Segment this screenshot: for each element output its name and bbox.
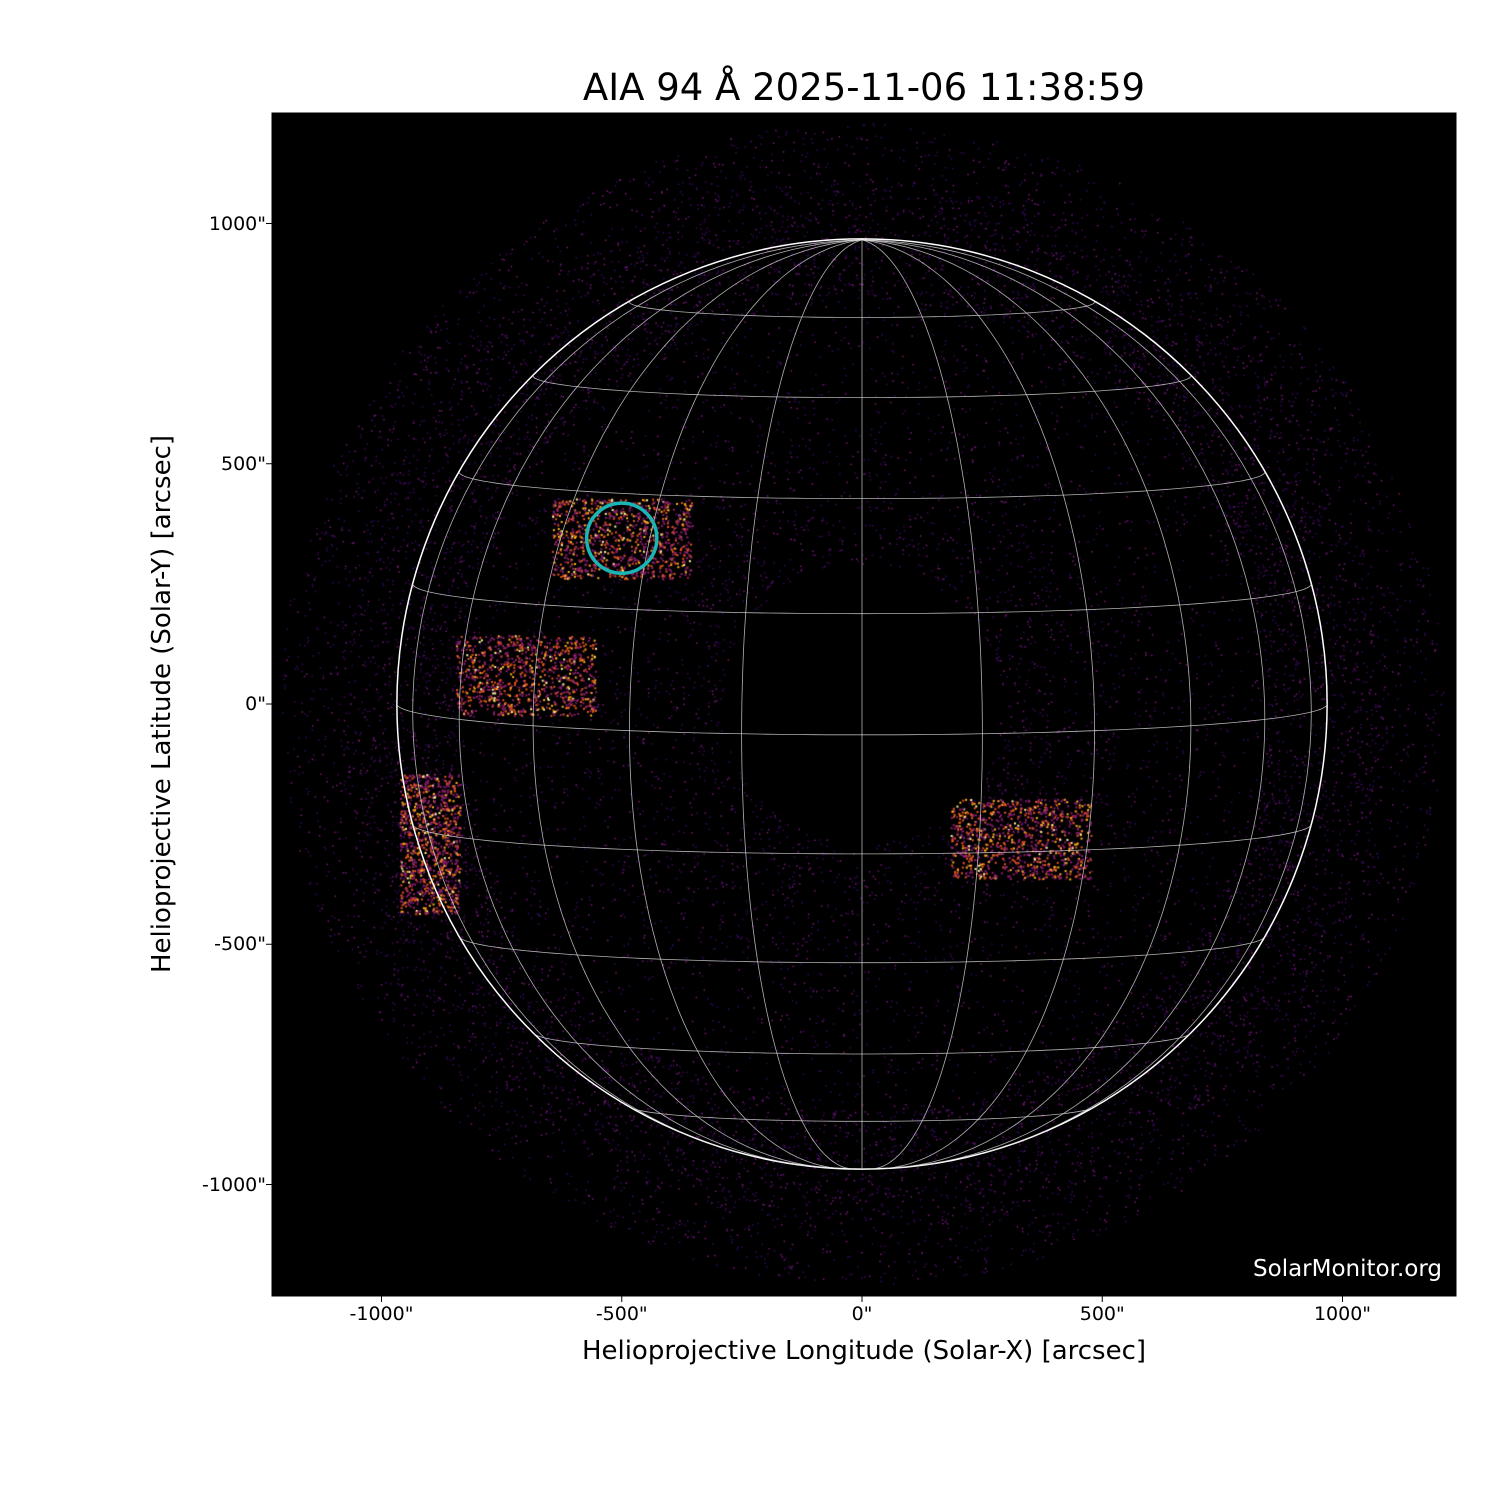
longitude-line	[458, 239, 863, 1167]
longitude-line	[861, 239, 1312, 1153]
y-tick-label: 500"	[220, 452, 266, 475]
x-tick-label: -500"	[595, 1303, 648, 1325]
longitude-line	[741, 239, 863, 1170]
longitude-line	[861, 239, 1266, 1167]
x-tick-label: 500"	[1079, 1303, 1125, 1325]
y-tick-label: -1000"	[202, 1173, 266, 1196]
axes-frame	[271, 112, 1457, 1297]
x-tick-label: 0"	[851, 1303, 873, 1325]
longitude-line	[532, 239, 863, 1169]
x-axis-label: Helioprojective Longitude (Solar-X) [arc…	[581, 1336, 1147, 1366]
solar-limb	[396, 238, 1328, 1170]
watermark: SolarMonitor.org	[1253, 1256, 1442, 1282]
x-tick-label: -1000"	[349, 1303, 414, 1325]
longitude-line	[861, 239, 1192, 1169]
plot-title: AIA 94 Å 2025-11-06 11:38:59	[582, 66, 1146, 109]
y-tick-label: 1000"	[208, 212, 266, 235]
y-tick-label: -500"	[214, 933, 266, 956]
longitude-line	[861, 239, 1096, 1169]
x-tick-label: 1000"	[1313, 1303, 1372, 1325]
y-tick-label: 0"	[245, 693, 266, 715]
longitude-line	[628, 239, 863, 1169]
y-axis-label: Helioprojective Latitude (Solar-Y) [arcs…	[147, 434, 177, 974]
region-marker-circle	[584, 501, 659, 576]
longitude-line	[412, 239, 863, 1153]
longitude-line	[861, 239, 983, 1170]
